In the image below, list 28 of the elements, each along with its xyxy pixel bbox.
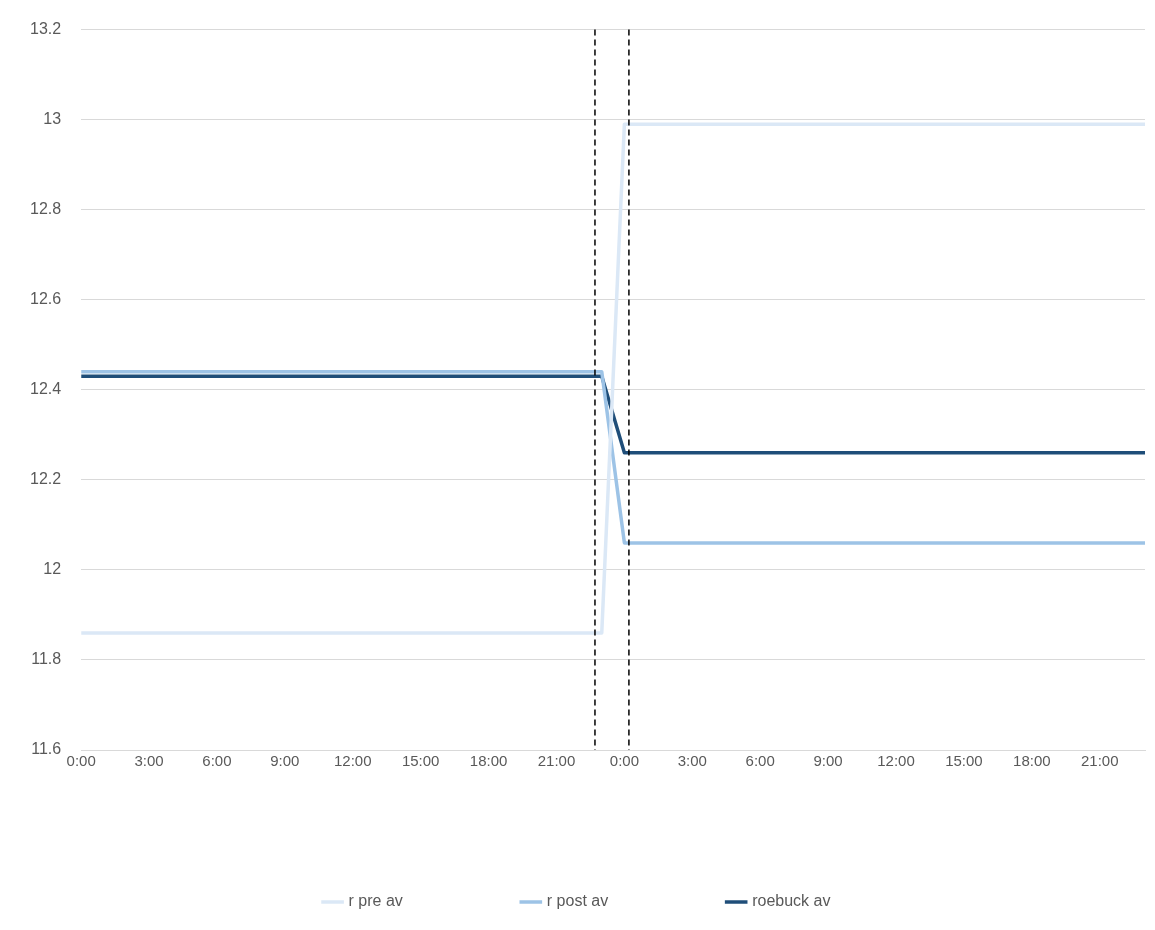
x-tick-label: 0:00 xyxy=(609,752,639,770)
y-tick-label: 11.8 xyxy=(31,650,62,668)
legend-label: r pre av xyxy=(348,892,403,910)
y-tick-label: 12.4 xyxy=(30,380,62,398)
legend-label: r post av xyxy=(546,892,609,910)
y-tick-label: 12 xyxy=(43,560,62,578)
y-tick-label: 12.6 xyxy=(30,290,62,308)
x-tick-label: 9:00 xyxy=(813,752,843,770)
x-tick-label: 3:00 xyxy=(134,752,164,770)
y-tick-label: 13 xyxy=(43,110,62,128)
x-tick-label: 18:00 xyxy=(469,752,508,770)
legend-label: roebuck av xyxy=(752,892,831,910)
y-tick-label: 12.2 xyxy=(30,470,62,488)
y-tick-label: 12.8 xyxy=(30,200,62,218)
x-tick-label: 9:00 xyxy=(270,752,300,770)
y-tick-label: 11.6 xyxy=(31,740,62,758)
x-tick-label: 0:00 xyxy=(66,752,96,770)
x-tick-label: 15:00 xyxy=(401,752,440,770)
x-tick-label: 18:00 xyxy=(1013,752,1051,770)
x-tick-label: 21:00 xyxy=(537,752,576,770)
x-tick-label: 15:00 xyxy=(945,752,983,770)
x-tick-label: 12:00 xyxy=(333,752,372,770)
y-tick-label: 13.2 xyxy=(30,20,62,38)
x-tick-label: 6:00 xyxy=(745,752,775,770)
x-tick-label: 6:00 xyxy=(202,752,232,770)
x-tick-label: 21:00 xyxy=(1080,752,1119,770)
x-tick-label: 12:00 xyxy=(877,752,915,770)
x-tick-label: 3:00 xyxy=(677,752,707,770)
